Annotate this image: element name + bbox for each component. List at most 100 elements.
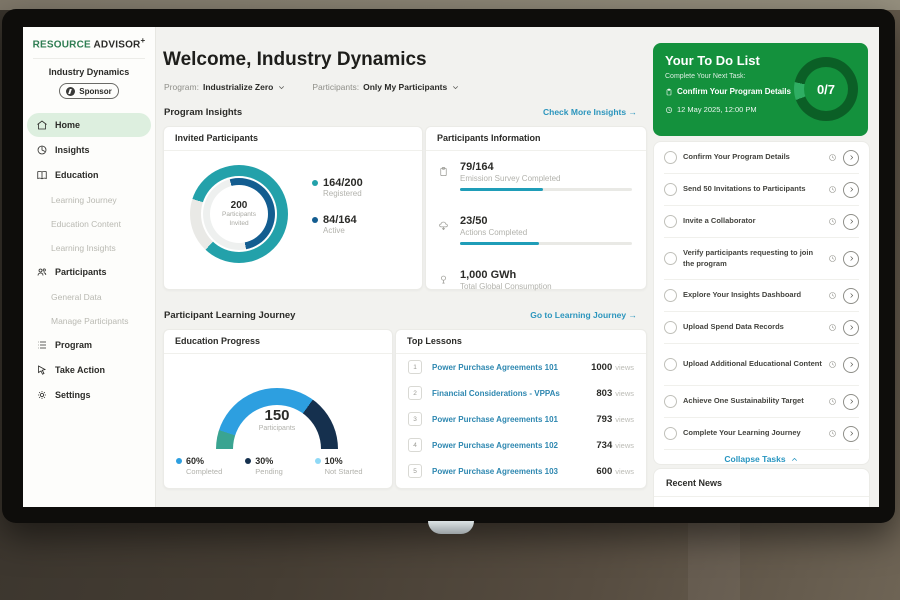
active-label: Active (323, 226, 345, 235)
check-more-insights-link[interactable]: Check More Insights → (543, 107, 637, 117)
task-open-button[interactable] (843, 425, 859, 442)
task-label[interactable]: Confirm Your Program Details (683, 152, 790, 162)
section-learning-journey: Participant Learning Journey (164, 310, 296, 321)
chevron-down-icon (453, 85, 459, 89)
chevron-down-icon (279, 85, 285, 89)
task-checkbox[interactable] (664, 252, 677, 265)
clock-icon (828, 425, 837, 443)
legend-not-started: 10% Not Started (314, 456, 384, 476)
task-open-button[interactable] (843, 393, 859, 410)
lesson-views-count: 1000 (591, 361, 613, 373)
task-checkbox[interactable] (664, 321, 677, 334)
lesson-title-link[interactable]: Power Purchase Agreements 103 (432, 466, 558, 476)
pending-label: Pending (255, 467, 283, 476)
task-row[interactable]: Upload Additional Educational Content (664, 344, 859, 386)
section-program-insights: Program Insights (164, 107, 243, 118)
task-open-button[interactable] (843, 319, 859, 336)
sidebar-item-insights[interactable]: Insights (27, 138, 151, 162)
check-more-insights-label: Check More Insights (542, 107, 627, 117)
lesson-title-link[interactable]: Power Purchase Agreements 102 (432, 440, 558, 450)
task-open-button[interactable] (843, 250, 859, 267)
lesson-rank-badge: 3 (408, 412, 422, 426)
program-filter[interactable]: Program: Industrialize Zero (164, 82, 286, 92)
lesson-rank-badge: 4 (408, 438, 422, 452)
task-checkbox[interactable] (664, 395, 677, 408)
task-label[interactable]: Upload Spend Data Records (683, 322, 784, 332)
sidebar-item-home[interactable]: Home (27, 113, 151, 138)
participants-filter[interactable]: Participants: Only My Participants (312, 82, 460, 92)
lesson-rank-badge: 5 (408, 464, 422, 478)
task-row[interactable]: Complete Your Learning Journey (664, 418, 859, 450)
sidebar-item-label: Participants (55, 267, 107, 278)
chevron-up-icon (791, 457, 797, 461)
sidebar-item-settings[interactable]: Settings (27, 383, 151, 407)
sidebar-item-participants[interactable]: Participants (27, 260, 151, 284)
sidebar-item-education[interactable]: Education (27, 163, 151, 187)
chevron-right-icon (849, 256, 853, 261)
task-row[interactable]: Achieve One Sustainability Target (664, 386, 859, 418)
task-label[interactable]: Verify participants requesting to join t… (683, 248, 814, 268)
sidebar-item-learning-journey[interactable]: Learning Journey (27, 188, 151, 211)
task-open-button[interactable] (843, 213, 859, 230)
task-label[interactable]: Upload Additional Educational Content (683, 359, 822, 369)
task-checkbox[interactable] (664, 151, 677, 164)
donut-center: 200 Participants Invited (210, 185, 268, 243)
sidebar: RESOURCE ADVISOR+ Industry Dynamics Spon… (23, 27, 156, 507)
task-row[interactable]: Verify participants requesting to join t… (664, 238, 859, 280)
sidebar-item-label: Manage Participants (51, 315, 129, 326)
collapse-tasks-link[interactable]: Collapse Tasks (654, 450, 869, 464)
sidebar-item-learning-insights[interactable]: Learning Insights (27, 236, 151, 259)
task-label[interactable]: Achieve One Sustainability Target (683, 396, 804, 406)
invited-participants-donut: 200 Participants Invited (190, 165, 288, 263)
task-checkbox[interactable] (664, 215, 677, 228)
sidebar-item-general-data[interactable]: General Data (27, 285, 151, 308)
task-open-button[interactable] (843, 287, 859, 304)
clock-icon (828, 149, 837, 167)
chevron-right-icon (849, 431, 853, 436)
lesson-title-link[interactable]: Financial Considerations - VPPAs (432, 388, 560, 398)
sidebar-item-label: Education (55, 170, 99, 181)
task-row[interactable]: Explore Your Insights Dashboard (664, 280, 859, 312)
task-row[interactable]: Confirm Your Program Details (664, 142, 859, 174)
task-checkbox[interactable] (664, 183, 677, 196)
navy-dot-icon (245, 458, 252, 464)
go-to-learning-journey-link[interactable]: Go to Learning Journey → (530, 310, 637, 320)
sidebar-item-education-content[interactable]: Education Content (27, 212, 151, 235)
task-row[interactable]: Send 50 Invitations to Participants (664, 174, 859, 206)
task-checkbox[interactable] (664, 289, 677, 302)
todo-progress-ring: 0/7 (794, 57, 858, 121)
todo-next-task[interactable]: Confirm Your Program Details (665, 87, 791, 96)
task-open-button[interactable] (843, 149, 859, 166)
location-pin-icon (438, 272, 449, 290)
task-open-button[interactable] (843, 181, 859, 198)
clock-icon (828, 287, 837, 305)
sidebar-item-take-action[interactable]: Take Action (27, 358, 151, 382)
task-label[interactable]: Complete Your Learning Journey (683, 428, 801, 438)
task-row[interactable]: Upload Spend Data Records (664, 312, 859, 344)
task-label[interactable]: Send 50 Invitations to Participants (683, 184, 806, 194)
sponsor-badge[interactable]: Sponsor (59, 83, 119, 100)
task-row[interactable]: Invite a Collaborator (664, 206, 859, 238)
lesson-title-link[interactable]: Power Purchase Agreements 101 (432, 362, 558, 372)
lesson-row: 5 Power Purchase Agreements 103 600 view… (396, 458, 646, 484)
actions-stat-row: 23/50 Actions Completed (438, 215, 634, 245)
education-icon (37, 171, 47, 180)
take-action-icon (38, 365, 47, 376)
task-label[interactable]: Invite a Collaborator (683, 216, 756, 226)
sidebar-item-label: General Data (51, 291, 102, 302)
todo-due: 12 May 2025, 12:00 PM (665, 105, 757, 114)
sidebar-item-program[interactable]: Program (27, 333, 151, 357)
invited-participants-card: Invited Participants 200 Participants In… (163, 126, 423, 290)
sidebar-item-manage-participants[interactable]: Manage Participants (27, 309, 151, 332)
task-checkbox[interactable] (664, 358, 677, 371)
clock-icon (828, 319, 837, 337)
lesson-title-link[interactable]: Power Purchase Agreements 101 (432, 414, 558, 424)
task-open-button[interactable] (843, 356, 859, 373)
lesson-row: 1 Power Purchase Agreements 101 1000 vie… (396, 354, 646, 380)
task-label[interactable]: Explore Your Insights Dashboard (683, 290, 802, 300)
pending-pct: 30% (255, 456, 274, 466)
legend-completed: 60% Completed (176, 456, 245, 476)
task-checkbox[interactable] (664, 427, 677, 440)
donut-center-label: Participants Invited (222, 211, 256, 227)
clock-icon (666, 106, 672, 113)
